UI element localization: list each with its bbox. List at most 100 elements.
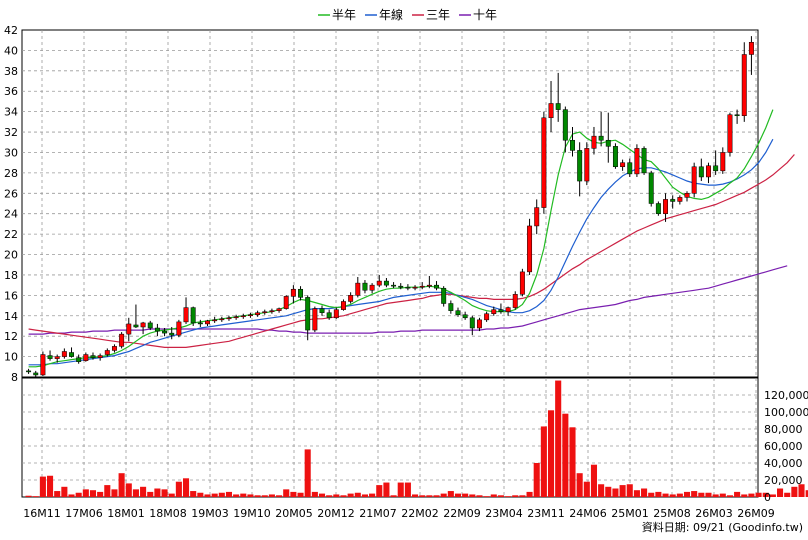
volume-bar [662,493,669,497]
candle [312,306,318,333]
price-tick-label: 16 [4,289,18,302]
candle-body-up [727,114,733,153]
volume-bar [204,494,211,497]
price-tick-label: 20 [4,249,18,262]
candle [26,368,32,374]
candle [133,304,139,329]
candle-body-down [326,312,332,319]
volume-bar [25,495,32,497]
candle [462,311,468,320]
candle [748,36,754,75]
price-tick-label: 24 [4,208,18,221]
candle [641,146,647,175]
volume-bar [433,495,440,497]
candle-body-up [104,350,110,355]
candle-body-up [720,152,726,172]
candle-body-up [348,295,354,302]
candle-body-down [90,355,96,358]
candle [655,201,661,216]
volume-bar [311,491,318,497]
candle-body-up [684,193,690,198]
volume-bar [497,495,504,497]
candle [104,348,110,357]
volume-bar [619,485,626,497]
legend-item: 半年 [318,8,356,22]
price-tick-label: 18 [4,269,18,282]
candle-body-up [419,285,425,288]
candle [706,162,711,184]
candle [176,319,182,338]
volume-bar [39,476,46,497]
candle-body-down [319,308,325,313]
candle [412,285,418,291]
candle [383,278,389,288]
candle-body-down [383,280,389,286]
candle [663,193,669,222]
candle-body-up [312,308,318,331]
volume-bar [555,380,562,497]
volume-bar [641,488,648,497]
legend-item: 三年 [412,8,450,22]
volume-bar [576,473,583,497]
volume-bar [440,493,447,497]
candle [162,328,168,337]
x-tick-label: 26M03 [695,507,733,520]
candle-body-down [577,150,583,182]
candle-body-up [484,313,490,321]
x-tick-label: 19M10 [233,507,271,520]
candle-body-up [183,307,189,323]
candle [691,162,697,198]
candle [111,344,117,353]
candle-body-up [691,166,697,194]
volume-bar [154,488,161,497]
price-tick-label: 38 [4,65,18,78]
candle [298,286,304,301]
volume-bar [777,488,784,497]
price-tick-label: 36 [4,85,18,98]
x-tick-label: 20M12 [317,507,355,520]
candle [534,199,540,235]
volume-bar [569,427,576,497]
candle [190,306,196,326]
volume-bar [61,486,68,497]
candle [605,112,611,163]
candle [584,142,590,186]
candle [126,317,132,342]
candle-body-down [405,286,411,289]
ma-3y-line [28,154,795,348]
volume-bar [68,494,75,497]
volume-bar [605,486,612,497]
volume-bar [490,494,497,497]
candle-body-up [355,282,361,296]
volume-tick-label: 0 [764,491,771,504]
candle [212,316,218,323]
volume-bar [419,495,426,497]
candle [591,126,597,155]
volume-bar [404,482,411,497]
volume-bar [111,489,118,497]
candle-body-down [398,285,404,288]
legend-item: 年線 [365,7,403,22]
candle [147,320,153,331]
volume-bar [383,482,390,497]
volume-grid [21,377,759,498]
volume-bar [254,495,261,497]
x-tick-label: 16M11 [23,507,61,520]
candle [376,274,382,288]
legend-label: 十年 [473,8,497,22]
x-tick-label: 24M06 [569,507,607,520]
volume-bar [354,492,361,497]
volume-tick-label: 120,000 [764,389,808,402]
ma-year-line [28,138,774,366]
candle [598,111,604,147]
candle [255,310,261,317]
volume-bar [89,490,97,497]
candle-body-down [190,307,196,324]
candle-body-up [290,288,296,297]
volume-bar [676,493,683,497]
candle-body-down [434,284,439,289]
candle [455,307,461,317]
x-tick-label: 26M09 [737,507,775,520]
candle [727,112,733,157]
